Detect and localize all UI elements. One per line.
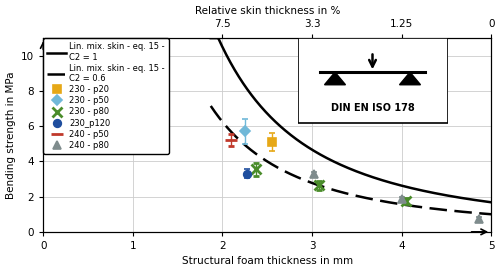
X-axis label: Structural foam thickness in mm: Structural foam thickness in mm	[182, 256, 353, 267]
Polygon shape	[400, 72, 420, 85]
Text: DIN EN ISO 178: DIN EN ISO 178	[330, 103, 414, 113]
Y-axis label: Bending strength in MPa: Bending strength in MPa	[6, 71, 16, 199]
X-axis label: Relative skin thickness in %: Relative skin thickness in %	[194, 5, 340, 16]
Legend: Lin. mix. skin - eq. 15 -
C2 = 1, Lin. mix. skin - eq. 15 -
C2 = 0.6, 230 - p20,: Lin. mix. skin - eq. 15 - C2 = 1, Lin. m…	[44, 38, 169, 154]
Polygon shape	[324, 72, 345, 85]
